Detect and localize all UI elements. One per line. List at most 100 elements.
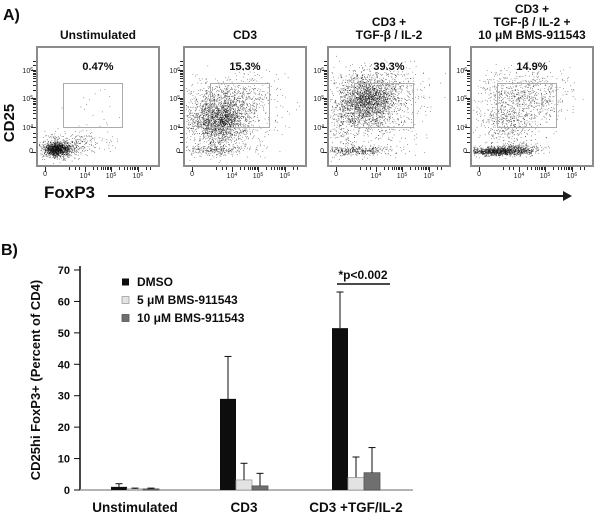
y-major-tick [322,98,327,100]
y-minor-tick [324,137,327,139]
y-minor-tick [324,141,327,143]
tick-base: 10 [169,67,178,75]
y-axis-tick-label: 105 [300,94,324,104]
x-minor-tick [579,167,581,170]
x-axis-tick-label: 0 [178,171,206,179]
gate-box [63,83,124,129]
x-minor-tick [244,167,246,170]
y-minor-tick [180,71,183,73]
y-axis-tick-label: 104 [300,123,324,133]
x-minor-tick [397,167,399,170]
flow-plot-title-line: Unstimulated [59,28,136,42]
x-major-tick [375,167,377,172]
x-minor-tick [97,167,99,170]
x-minor-tick [420,167,422,170]
foxp3-axis-arrow [108,191,572,201]
x-axis-tick-label: 105 [388,171,416,181]
x-minor-tick [410,167,412,170]
y-axis-tick-label: 105 [156,94,180,104]
x-minor-tick [441,167,443,170]
y-minor-tick [33,118,36,120]
tick-base: 10 [22,125,31,133]
y-major-tick [322,69,327,71]
tick-base: 10 [132,173,141,180]
x-axis-tick-label: 106 [124,171,152,181]
tick-base: 10 [370,173,379,180]
y-minor-tick [180,109,183,111]
tick-base: 0 [190,171,194,178]
x-minor-tick [526,167,528,170]
x-minor-tick [253,167,255,170]
x-major-tick [231,167,233,172]
tick-exponent: 4 [378,172,382,178]
x-minor-tick [79,167,81,170]
x-axis-tick-label: 104 [71,171,99,181]
tick-exponent: 5 [260,172,264,178]
x-minor-tick [570,167,572,170]
y-axis-tick-label: 106 [443,66,467,76]
x-axis-tick-label: 106 [415,171,443,181]
y-minor-tick [467,78,470,80]
x-minor-tick [129,167,131,170]
x-axis-tick-label: 106 [271,171,299,181]
tick-base: 10 [169,96,178,104]
x-major-tick [45,167,47,172]
y-major-tick [178,151,183,153]
x-minor-tick [414,167,416,170]
tick-base: 10 [456,125,465,133]
y-minor-tick [33,71,36,73]
y-minor-tick [324,100,327,102]
x-minor-tick [255,167,257,170]
x-axis-tick-label: 106 [558,171,586,181]
x-minor-tick [534,167,536,170]
y-minor-tick [180,72,183,74]
flow-plot-title: CD3 + TGF-β / IL-2 [314,16,464,42]
category-label: Unstimulated [92,500,178,515]
y-minor-tick [324,89,327,91]
x-minor-tick [567,167,569,170]
y-minor-tick [467,106,470,108]
tick-exponent: 4 [234,172,238,178]
y-major-tick [465,98,470,100]
flow-plot-title: Unstimulated [23,29,173,42]
y-minor-tick [33,72,36,74]
y-minor-tick [180,133,183,135]
x-minor-tick [75,167,77,170]
y-major-tick [178,69,183,71]
y-minor-tick [180,99,183,101]
y-axis-tick-label: 105 [9,94,33,104]
x-major-tick [545,167,547,172]
x-minor-tick [360,167,362,170]
gate-percentage: 15.3% [229,61,261,73]
y-minor-tick [180,118,183,120]
y-major-tick [31,151,36,153]
panel-b-label: B) [1,242,18,259]
y-minor-tick [180,78,183,80]
tick-base: 10 [313,67,322,75]
y-minor-tick [33,81,36,83]
y-minor-tick [467,113,470,115]
tick-base: 10 [22,67,31,75]
x-minor-tick [119,167,121,170]
x-minor-tick [543,167,545,170]
y-tick-label: 50 [58,328,70,340]
x-minor-tick [396,167,398,170]
x-major-tick [192,167,194,172]
y-tick-label: 60 [58,296,70,308]
x-minor-tick [388,167,390,170]
y-minor-tick [467,72,470,74]
y-major-tick [322,151,327,153]
y-minor-tick [467,84,470,86]
gate-box [354,83,415,129]
legend-label: 10 μM BMS-911543 [137,311,245,325]
bar [111,486,127,490]
y-minor-tick [33,106,36,108]
x-major-tick [402,167,404,172]
x-minor-tick [131,167,133,170]
x-minor-tick [69,167,71,170]
x-major-tick [137,167,139,172]
y-major-tick [31,98,36,100]
x-minor-tick [399,167,401,170]
y-minor-tick [180,74,183,76]
tick-base: 0 [334,171,338,178]
